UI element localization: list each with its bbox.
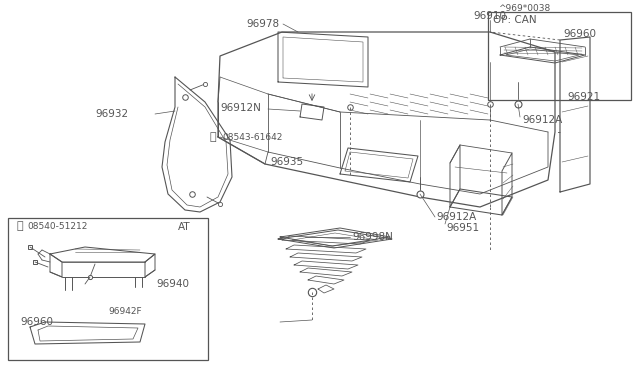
Text: 96912A: 96912A bbox=[436, 212, 476, 222]
Text: 08540-51212: 08540-51212 bbox=[27, 221, 88, 231]
Text: 96921: 96921 bbox=[567, 92, 600, 102]
Text: 96912N: 96912N bbox=[220, 103, 261, 113]
Text: ^969*0038: ^969*0038 bbox=[498, 3, 550, 13]
Text: 96910: 96910 bbox=[473, 11, 506, 21]
Text: 96942F: 96942F bbox=[108, 308, 141, 317]
Text: 96912A: 96912A bbox=[522, 115, 563, 125]
Text: Ⓢ: Ⓢ bbox=[16, 221, 22, 231]
Text: OP: CAN: OP: CAN bbox=[493, 15, 536, 25]
Text: Ⓢ: Ⓢ bbox=[210, 132, 216, 142]
Text: 96940: 96940 bbox=[156, 279, 189, 289]
Text: 96998N: 96998N bbox=[352, 232, 393, 242]
Text: 96978: 96978 bbox=[246, 19, 279, 29]
Bar bbox=[488, 12, 631, 100]
Text: 96960: 96960 bbox=[563, 29, 596, 39]
Text: AT: AT bbox=[178, 222, 191, 232]
Text: 96960: 96960 bbox=[20, 317, 53, 327]
Text: 96935: 96935 bbox=[270, 157, 303, 167]
Bar bbox=[8, 218, 208, 360]
Text: 96932: 96932 bbox=[95, 109, 128, 119]
Text: 96951: 96951 bbox=[446, 223, 479, 233]
Text: 08543-61642: 08543-61642 bbox=[222, 132, 282, 141]
